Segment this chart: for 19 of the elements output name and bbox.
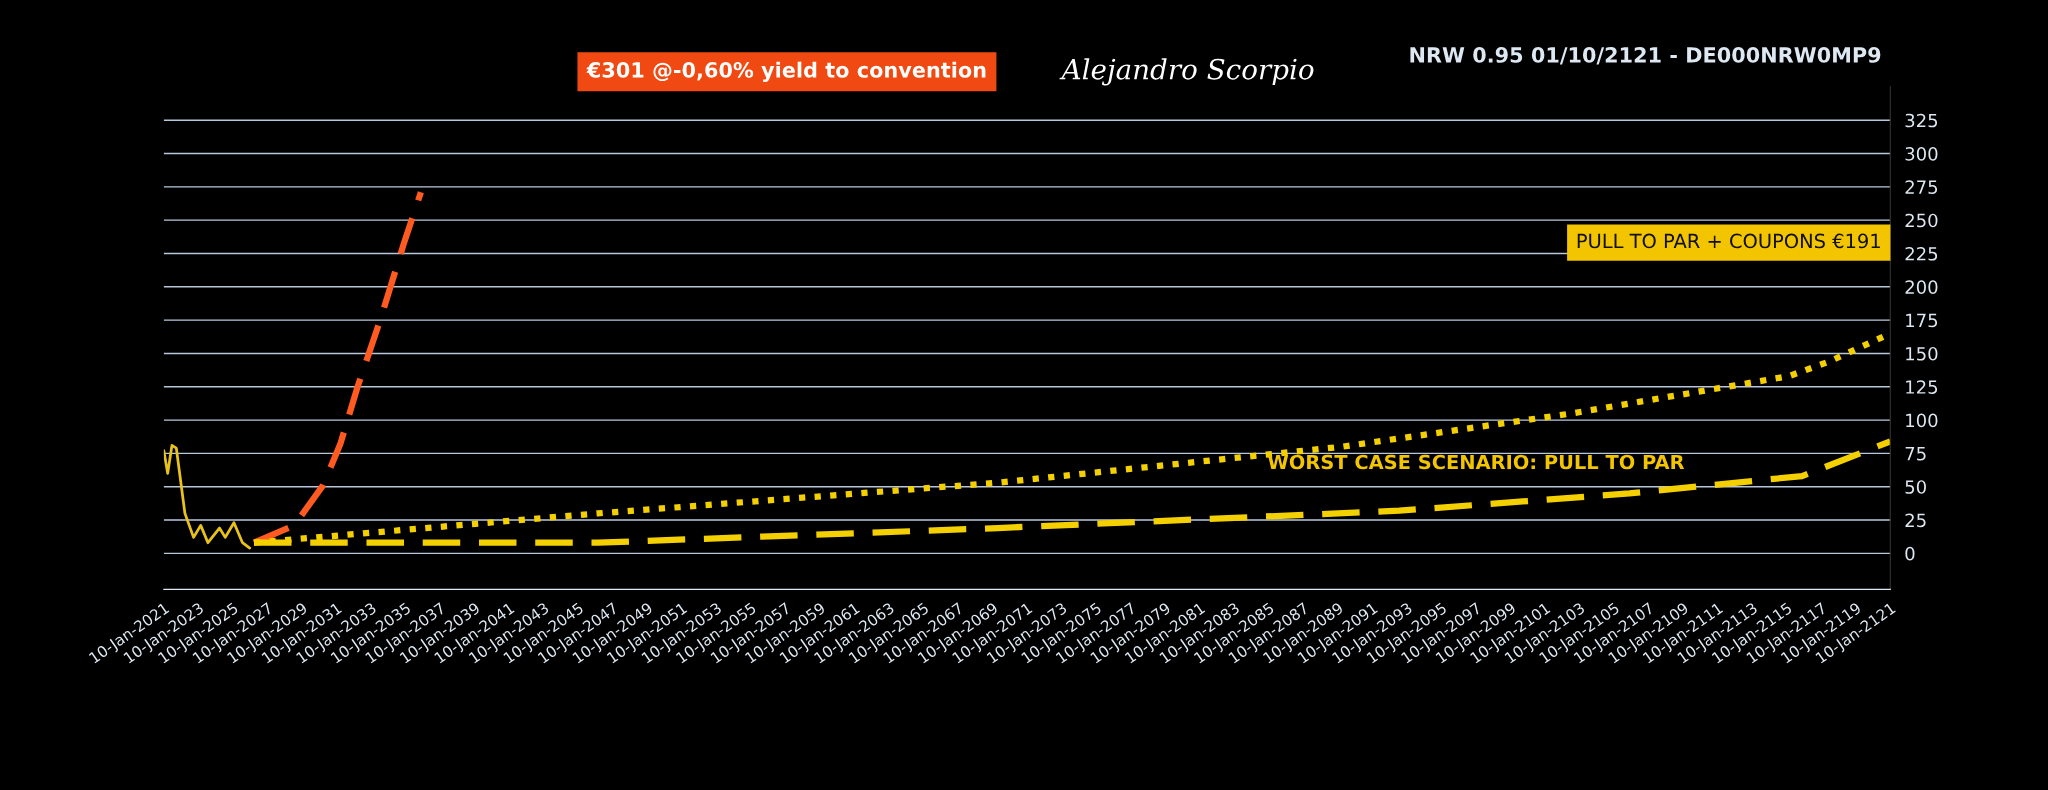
y-tick-label: 0 bbox=[1905, 546, 1915, 561]
y-tick-label: 25 bbox=[1905, 513, 1926, 528]
annotation: WORST CASE SCENARIO: PULL TO PAR bbox=[1267, 454, 1685, 470]
y-tick-label: 200 bbox=[1905, 280, 1938, 294]
y-tick-label: 150 bbox=[1906, 346, 1938, 361]
text: €301 @-0,60% yield to convention bbox=[586, 61, 986, 82]
chart-title: NRW 0.95 01/10/2121 - DE000NRW0MP9 bbox=[1410, 47, 1881, 65]
y-tick-label: 325 bbox=[1905, 113, 1938, 128]
y-tick-label: 175 bbox=[1906, 313, 1938, 328]
y-tick-label: 250 bbox=[1905, 213, 1938, 228]
y-tick-label: 75 bbox=[1905, 447, 1926, 461]
y-tick-label: 50 bbox=[1905, 480, 1926, 494]
y-tick-label: 275 bbox=[1905, 180, 1938, 194]
y-tick-label: 225 bbox=[1905, 246, 1938, 261]
y-tick-label: 100 bbox=[1906, 413, 1938, 428]
text: Alejandro Scorpio bbox=[1059, 58, 1314, 86]
annotation: PULL TO PAR + COUPONS €191 bbox=[1577, 233, 1880, 249]
y-tick-label: 125 bbox=[1906, 380, 1938, 394]
y-tick-label: 300 bbox=[1905, 147, 1938, 161]
